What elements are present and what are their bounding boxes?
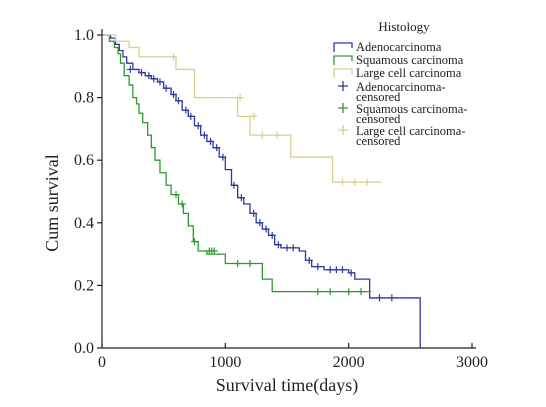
x-tick-label: 1000 [209, 354, 241, 371]
adenocarcinoma-censor-mark [289, 244, 297, 252]
squamous-carcinoma-censored-legend-label: Squamous carcinoma-censored [356, 102, 467, 126]
large-cell-carcinoma-censored-legend-swatch [338, 125, 348, 135]
squamous-carcinoma-censor-mark [210, 247, 218, 255]
adenocarcinoma-censor-mark [237, 194, 245, 202]
legend-label-line: Large cell carcinoma- [356, 124, 465, 138]
squamous-carcinoma-legend-swatch [333, 55, 353, 65]
adenocarcinoma-censor-mark [305, 256, 313, 264]
large-cell-carcinoma-censored-legend-label: Large cell carcinoma-censored [356, 124, 465, 148]
large-cell-carcinoma-censor-mark [258, 131, 266, 139]
large-cell-carcinoma-censor-mark [363, 178, 371, 186]
squamous-carcinoma-censor-mark [357, 288, 365, 296]
adenocarcinoma-censor-mark [162, 84, 170, 92]
large-cell-carcinoma-censor-mark [250, 112, 258, 120]
y-tick-label: 0.0 [74, 340, 94, 357]
adenocarcinoma-censor-mark [194, 122, 202, 130]
large-cell-carcinoma-censor-mark [351, 178, 359, 186]
y-axis: 0.0 0.2 0.4 0.6 0.8 1.0 [74, 27, 103, 357]
squamous-carcinoma-censor-mark [326, 288, 334, 296]
legend-label-line: Squamous carcinoma- [356, 102, 467, 116]
adenocarcinoma-legend-swatch [333, 42, 353, 52]
legend-label-line: censored [356, 134, 401, 148]
large-cell-carcinoma-censor-mark [170, 53, 178, 61]
adenocarcinoma-censor-mark [347, 269, 355, 277]
adenocarcinoma-censor-mark [332, 266, 340, 274]
squamous-carcinoma-legend-label: Squamous carcinoma [356, 53, 464, 67]
squamous-carcinoma-curve [102, 34, 371, 293]
legend-label-line: censored [356, 90, 401, 104]
large-cell-carcinoma-curve [102, 34, 382, 183]
adenocarcinoma-censor-mark [250, 209, 258, 217]
adenocarcinoma-censored-legend-swatch [338, 81, 348, 91]
adenocarcinoma-censor-mark [376, 294, 383, 302]
adenocarcinoma-censor-mark [156, 78, 164, 86]
y-tick-label: 0.6 [74, 152, 94, 169]
adenocarcinoma-censor-mark [326, 266, 334, 274]
x-tick-label: 2000 [333, 354, 365, 371]
squamous-carcinoma-censor-mark [314, 288, 322, 296]
adenocarcinoma-censor-mark [126, 65, 134, 73]
squamous-carcinoma-censor-mark [234, 259, 242, 267]
adenocarcinoma-censor-mark [219, 153, 227, 161]
adenocarcinoma-censor-mark [150, 75, 158, 83]
legend-label-line: Adenocarcinoma- [356, 80, 446, 94]
squamous-carcinoma-censor-mark [191, 238, 198, 246]
large-cell-carcinoma-legend-label: Large cell carcinoma [356, 66, 462, 80]
large-cell-carcinoma-censor-mark [273, 131, 281, 139]
x-axis: 0 1000 2000 3000 [98, 343, 488, 371]
squamous-carcinoma-censor-mark [246, 259, 254, 267]
adenocarcinoma-censor-mark [182, 106, 190, 114]
adenocarcinoma-censor-mark [268, 231, 276, 239]
adenocarcinoma-censor-mark [256, 219, 264, 227]
plot-area [102, 34, 421, 348]
legend-label-line: censored [356, 112, 401, 126]
adenocarcinoma-censor-mark [262, 225, 270, 233]
x-tick-label: 3000 [456, 354, 488, 371]
adenocarcinoma-censor-mark [274, 241, 282, 249]
y-tick-label: 0.8 [74, 90, 94, 107]
adenocarcinoma-censor-mark [200, 131, 208, 139]
adenocarcinoma-censor-mark [137, 69, 145, 77]
y-tick-label: 1.0 [74, 27, 94, 44]
y-axis-label: Cum survival [42, 154, 62, 252]
adenocarcinoma-censor-mark [174, 97, 182, 105]
adenocarcinoma-censor-mark [283, 244, 291, 252]
adenocarcinoma-censor-mark [388, 294, 396, 302]
adenocarcinoma-censor-mark [187, 112, 195, 120]
adenocarcinoma-censor-mark [230, 181, 238, 189]
squamous-carcinoma-censored-legend-swatch [338, 103, 348, 113]
adenocarcinoma-censored-legend-label: Adenocarcinoma-censored [356, 80, 446, 104]
squamous-carcinoma-censor-mark [345, 288, 353, 296]
adenocarcinoma-legend-label: Adenocarcinoma [356, 40, 442, 54]
legend-title: Histology [378, 19, 430, 34]
y-tick-label: 0.4 [74, 215, 94, 232]
adenocarcinoma-censor-mark [207, 137, 215, 145]
x-axis-label: Survival time(days) [216, 375, 358, 396]
adenocarcinoma-censor-mark [314, 263, 322, 271]
large-cell-carcinoma-censor-mark [236, 94, 244, 102]
y-tick-label: 0.2 [74, 277, 94, 294]
squamous-carcinoma-censor-mark [172, 191, 180, 199]
large-cell-carcinoma-censor-mark [339, 178, 346, 186]
large-cell-carcinoma-legend-swatch [333, 68, 353, 78]
adenocarcinoma-censor-mark [213, 144, 221, 152]
adenocarcinoma-censor-mark [170, 90, 178, 98]
squamous-carcinoma-censor-mark [178, 200, 186, 208]
adenocarcinoma-censor-mark [145, 72, 153, 80]
x-tick-label: 0 [98, 354, 106, 371]
adenocarcinoma-censor-mark [339, 266, 346, 274]
